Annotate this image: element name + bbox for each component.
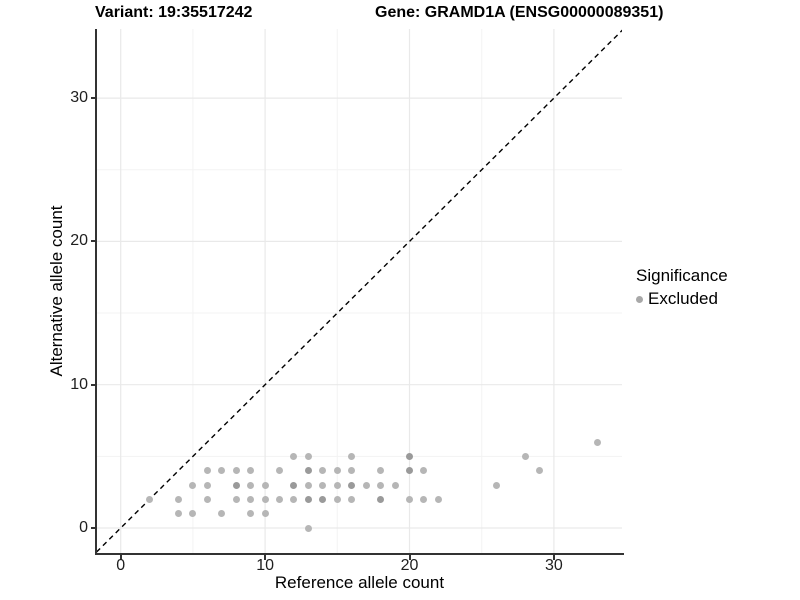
data-point bbox=[247, 510, 255, 518]
data-point bbox=[362, 481, 370, 489]
data-point bbox=[304, 481, 312, 489]
x-axis-tick bbox=[408, 555, 411, 560]
x-axis-tick-label: 10 bbox=[256, 557, 274, 574]
x-axis-tick-label: 0 bbox=[116, 557, 126, 574]
data-point-overlap bbox=[304, 495, 312, 503]
data-point bbox=[420, 495, 428, 503]
data-point bbox=[348, 495, 356, 503]
data-point bbox=[276, 495, 284, 503]
y-axis-tick-label: 0 bbox=[79, 519, 88, 536]
data-point bbox=[276, 467, 284, 475]
x-axis-tick bbox=[552, 555, 555, 560]
plot-panel bbox=[97, 29, 622, 553]
legend-title: Significance bbox=[636, 266, 728, 285]
data-point bbox=[247, 481, 255, 489]
data-point bbox=[304, 452, 312, 460]
data-point bbox=[319, 467, 327, 475]
data-point bbox=[290, 452, 298, 460]
data-point-overlap bbox=[406, 467, 413, 475]
data-point bbox=[348, 467, 356, 475]
data-point bbox=[174, 510, 182, 518]
data-point bbox=[174, 495, 182, 503]
x-axis-label: Reference allele count bbox=[274, 573, 445, 592]
y-axis-tick bbox=[91, 383, 96, 386]
data-point-overlap bbox=[377, 495, 385, 503]
data-point bbox=[420, 467, 428, 475]
y-axis-label: Alternative allele count bbox=[47, 205, 66, 377]
data-point-overlap bbox=[406, 452, 413, 460]
data-point bbox=[189, 510, 197, 518]
data-point bbox=[203, 467, 211, 475]
data-point-overlap bbox=[290, 481, 298, 489]
data-point bbox=[247, 495, 255, 503]
data-point-overlap bbox=[348, 481, 356, 489]
x-axis-tick-label: 30 bbox=[544, 557, 563, 574]
data-point bbox=[261, 510, 269, 518]
data-point bbox=[377, 467, 385, 475]
data-point bbox=[261, 495, 269, 503]
variant-title: Variant: 19:35517242 bbox=[95, 4, 253, 21]
data-point bbox=[391, 481, 399, 489]
data-point bbox=[218, 467, 226, 475]
y-axis-tick-label: 20 bbox=[70, 232, 88, 250]
gene-title: Gene: GRAMD1A (ENSG00000089351) bbox=[375, 4, 664, 21]
x-axis-tick-label: 20 bbox=[400, 557, 419, 574]
data-point bbox=[290, 495, 298, 503]
legend: Significance Excluded bbox=[636, 266, 728, 309]
data-point bbox=[333, 467, 341, 475]
data-point bbox=[434, 495, 442, 503]
data-point bbox=[377, 481, 385, 489]
data-point bbox=[593, 438, 601, 446]
data-point bbox=[333, 495, 341, 503]
y-axis-tick-label: 10 bbox=[70, 375, 88, 393]
y-axis-tick bbox=[91, 97, 96, 100]
data-point bbox=[189, 481, 197, 489]
data-point bbox=[535, 467, 543, 475]
data-point-overlap bbox=[232, 481, 240, 489]
data-point bbox=[247, 467, 255, 475]
data-point bbox=[146, 495, 154, 503]
x-axis-tick bbox=[119, 555, 122, 560]
data-point bbox=[319, 481, 327, 489]
data-point bbox=[304, 524, 312, 532]
data-point-overlap bbox=[304, 467, 312, 475]
gridlines-and-identity-line bbox=[97, 29, 622, 553]
data-point bbox=[492, 481, 500, 489]
data-point-overlap bbox=[319, 495, 327, 503]
x-axis-tick bbox=[264, 555, 267, 560]
y-axis-tick bbox=[91, 240, 96, 243]
data-point bbox=[333, 481, 341, 489]
data-point bbox=[406, 495, 413, 503]
y-axis-tick bbox=[91, 527, 96, 529]
data-point bbox=[232, 495, 240, 503]
data-point bbox=[218, 510, 226, 518]
y-axis-tick-label: 30 bbox=[70, 89, 88, 107]
legend-item-excluded: Excluded bbox=[636, 289, 728, 309]
data-point bbox=[232, 467, 240, 475]
legend-item-label: Excluded bbox=[648, 289, 718, 308]
data-point bbox=[521, 452, 529, 460]
data-point bbox=[348, 452, 356, 460]
data-point bbox=[203, 495, 211, 503]
legend-point-marker bbox=[636, 295, 643, 303]
data-point bbox=[261, 481, 269, 489]
data-point bbox=[203, 481, 211, 489]
